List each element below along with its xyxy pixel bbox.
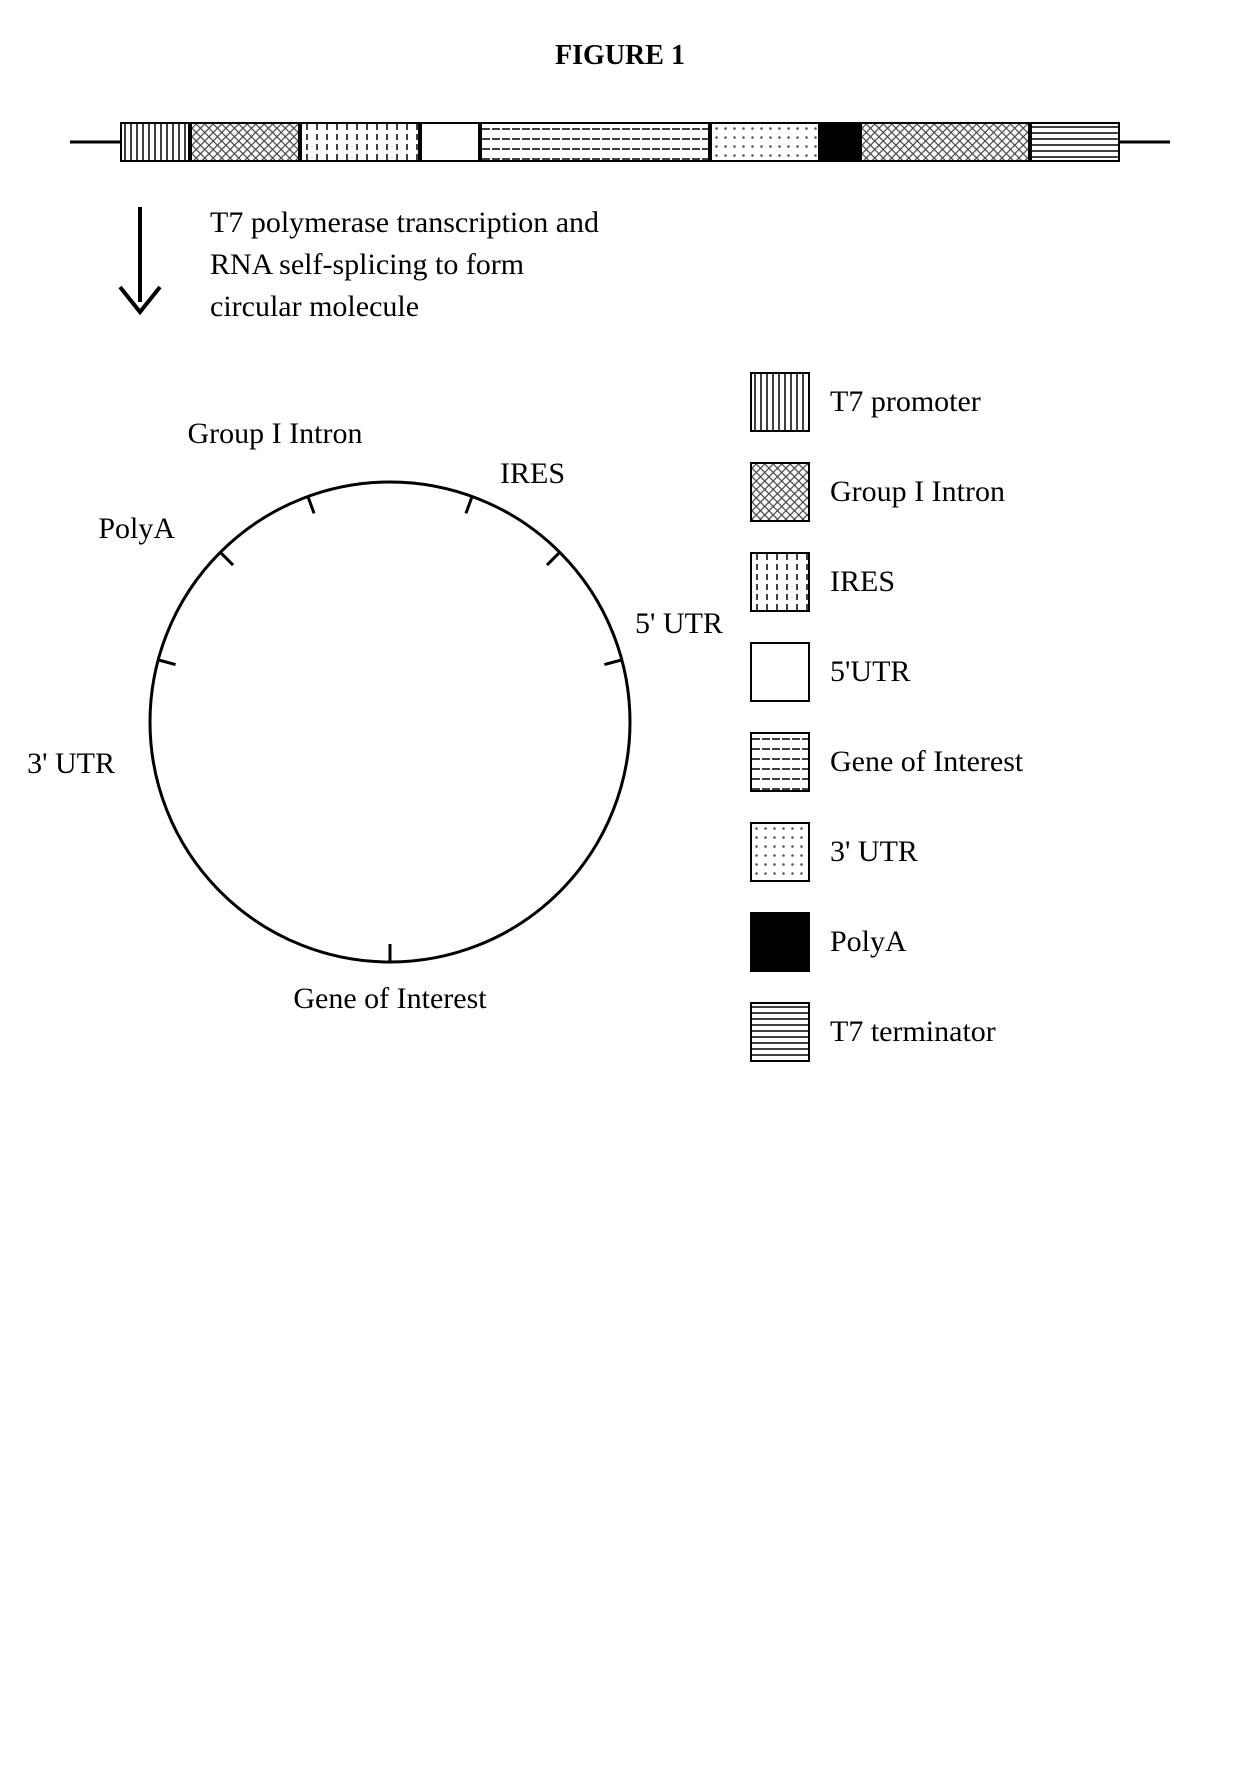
arrow-down-icon bbox=[70, 192, 210, 332]
legend-row-solid: PolyA bbox=[750, 912, 1023, 972]
process-row: T7 polymerase transcription and RNA self… bbox=[70, 192, 1170, 332]
tail-line bbox=[1120, 141, 1170, 144]
legend-swatch-dashes bbox=[750, 552, 810, 612]
legend-label: IRES bbox=[830, 565, 895, 599]
legend-label: T7 promoter bbox=[830, 385, 981, 419]
legend-label: 3' UTR bbox=[830, 835, 918, 869]
label-gene-of-interest: Gene of Interest bbox=[293, 982, 486, 1016]
legend-row-dots: 3' UTR bbox=[750, 822, 1023, 882]
legend-swatch-solid bbox=[750, 912, 810, 972]
legend-swatch-hstripes bbox=[750, 1002, 810, 1062]
circular-rna-diagram: Group I IntronIRES5' UTRGene of Interest… bbox=[70, 352, 710, 1052]
legend-row-vstripes: T7 promoter bbox=[750, 372, 1023, 432]
segment-intron_a bbox=[190, 122, 300, 162]
legend-label: PolyA bbox=[830, 925, 907, 959]
legend-label: 5'UTR bbox=[830, 655, 910, 689]
segment-ires bbox=[300, 122, 420, 162]
legend-label: T7 terminator bbox=[830, 1015, 996, 1049]
figure-title: FIGURE 1 bbox=[40, 40, 1200, 72]
label-5utr: 5' UTR bbox=[635, 607, 723, 641]
process-line-3: circular molecule bbox=[210, 286, 599, 328]
legend-swatch-crosshatch bbox=[750, 462, 810, 522]
legend-swatch-hdashes bbox=[750, 732, 810, 792]
legend-swatch-blank bbox=[750, 642, 810, 702]
segment-t7_term bbox=[1030, 122, 1120, 162]
legend: T7 promoter Group I Intron IRES 5'UTR Gene o… bbox=[750, 352, 1023, 1092]
legend-swatch-dots bbox=[750, 822, 810, 882]
legend-label: Group I Intron bbox=[830, 475, 1005, 509]
segment-polya bbox=[820, 122, 860, 162]
label-ires: IRES bbox=[500, 457, 565, 491]
segment-utr3 bbox=[710, 122, 820, 162]
circle-svg bbox=[70, 352, 710, 1052]
label-group-i-intron: Group I Intron bbox=[188, 417, 363, 451]
process-text: T7 polymerase transcription and RNA self… bbox=[210, 192, 599, 328]
legend-row-crosshatch: Group I Intron bbox=[750, 462, 1023, 522]
legend-label: Gene of Interest bbox=[830, 745, 1023, 779]
process-line-2: RNA self-splicing to form bbox=[210, 244, 599, 286]
process-line-1: T7 polymerase transcription and bbox=[210, 202, 599, 244]
legend-row-hstripes: T7 terminator bbox=[750, 1002, 1023, 1062]
segment-utr5 bbox=[420, 122, 480, 162]
segment-t7_promoter bbox=[120, 122, 190, 162]
lower-section: Group I Intron IRES 5' UTR Gene of Interest… bbox=[70, 352, 1170, 1092]
segment-goi bbox=[480, 122, 710, 162]
legend-row-dashes: IRES bbox=[750, 552, 1023, 612]
label-polya: PolyA bbox=[98, 512, 175, 546]
linear-construct bbox=[70, 112, 1170, 172]
legend-row-hdashes: Gene of Interest bbox=[750, 732, 1023, 792]
legend-swatch-vstripes bbox=[750, 372, 810, 432]
lead-line bbox=[70, 141, 120, 144]
legend-row-blank: 5'UTR bbox=[750, 642, 1023, 702]
label-3utr: 3' UTR bbox=[27, 747, 115, 781]
segment-intron_b bbox=[860, 122, 1030, 162]
